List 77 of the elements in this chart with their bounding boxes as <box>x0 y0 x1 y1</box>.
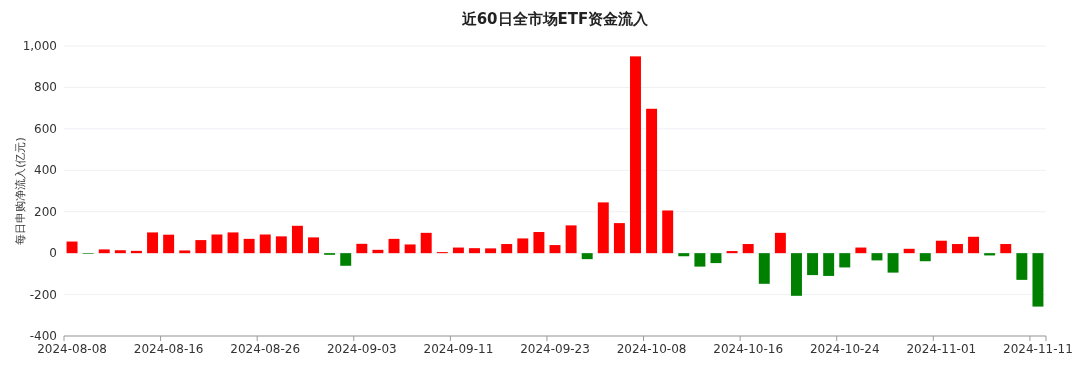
bar <box>179 250 191 254</box>
bar <box>98 249 110 254</box>
bar <box>404 244 416 254</box>
x-tick-label: 2024-08-08 <box>37 342 107 356</box>
bar <box>163 234 175 254</box>
bar <box>195 240 207 254</box>
bar <box>710 253 722 264</box>
bar <box>613 223 625 254</box>
x-tick-label: 2024-10-08 <box>616 342 687 356</box>
bar <box>694 253 706 267</box>
x-tick-label: 2024-09-03 <box>326 342 397 356</box>
bar <box>935 240 947 254</box>
bar <box>372 249 384 254</box>
y-tick-label: 400 <box>34 163 57 178</box>
bar <box>388 238 400 254</box>
bar <box>501 244 513 254</box>
y-axis-title: 每日申购净流入(亿元) <box>14 137 27 245</box>
bar <box>114 250 126 254</box>
bar <box>742 244 754 254</box>
bar <box>581 253 593 260</box>
bar <box>597 202 609 254</box>
bar <box>243 238 255 254</box>
bar <box>630 56 641 254</box>
bar <box>420 232 432 254</box>
bar <box>855 247 867 254</box>
y-tick-label: 800 <box>34 80 57 95</box>
bar <box>758 253 770 284</box>
x-tick-label: 2024-11-01 <box>906 342 977 356</box>
bar <box>227 232 239 254</box>
bar <box>678 253 690 257</box>
chart-title: 近60日全市场ETF资金流入 <box>460 10 650 28</box>
bar <box>791 253 802 296</box>
x-tick-label: 2024-08-26 <box>230 342 301 356</box>
bar <box>147 232 159 254</box>
bar <box>887 253 899 273</box>
y-tick-label: 1,000 <box>22 39 57 53</box>
bar <box>1016 253 1028 280</box>
bar <box>565 225 577 254</box>
bar <box>903 248 915 254</box>
bar <box>211 234 223 254</box>
bar <box>469 248 480 254</box>
bar <box>291 225 303 254</box>
bar <box>517 238 529 254</box>
x-tick-label: 2024-09-11 <box>423 342 494 356</box>
bar <box>340 253 352 266</box>
bar <box>839 253 851 268</box>
bar <box>646 108 658 254</box>
bar <box>452 247 464 254</box>
bar <box>1032 253 1044 307</box>
bar <box>726 251 738 254</box>
bar <box>308 237 319 254</box>
bar <box>549 245 561 254</box>
bar <box>1000 244 1012 254</box>
x-tick-label: 2024-10-16 <box>713 342 784 356</box>
x-tick-label: 2024-11-11 <box>1003 342 1073 356</box>
bar <box>356 243 368 254</box>
y-tick-label: 600 <box>34 121 57 136</box>
y-tick-label: 200 <box>34 204 57 219</box>
bar <box>259 234 271 254</box>
bar <box>807 253 819 276</box>
bar <box>66 241 78 254</box>
bar <box>662 210 674 254</box>
bar <box>774 232 786 254</box>
x-tick-label: 2024-10-24 <box>809 342 880 356</box>
y-tick-label: -400 <box>29 329 57 343</box>
x-tick-label: 2024-09-23 <box>520 342 590 356</box>
bar <box>968 236 980 254</box>
y-tick-label: -200 <box>29 287 57 302</box>
bar <box>275 236 287 254</box>
bar <box>533 232 545 254</box>
bar <box>951 244 963 254</box>
bar <box>919 253 931 262</box>
bar <box>871 253 883 261</box>
x-tick-label: 2024-08-16 <box>133 342 204 356</box>
bar <box>485 248 497 254</box>
y-tick-label: 0 <box>49 246 57 261</box>
bar <box>823 253 835 276</box>
